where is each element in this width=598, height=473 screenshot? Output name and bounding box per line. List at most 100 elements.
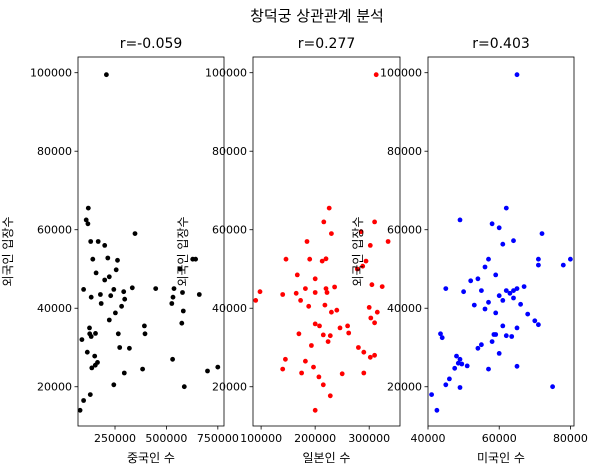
data-point: [205, 368, 210, 374]
data-point: [179, 320, 185, 326]
data-point: [196, 292, 202, 297]
data-point: [122, 296, 128, 302]
data-point: [327, 393, 333, 399]
x-tick-label: 300000: [348, 432, 390, 445]
data-point: [283, 356, 288, 362]
data-point: [385, 239, 391, 244]
data-point: [312, 321, 318, 327]
data-point: [329, 309, 334, 315]
y-tick-label: 100000: [380, 67, 422, 80]
data-point: [307, 256, 313, 262]
y-tick-label: 20000: [37, 381, 72, 394]
data-point: [327, 333, 333, 339]
data-point: [503, 288, 509, 293]
data-point: [181, 384, 187, 390]
y-tick-label: 40000: [212, 302, 247, 315]
data-point: [215, 364, 221, 370]
data-point: [461, 289, 466, 295]
data-point: [568, 256, 573, 262]
data-point: [85, 205, 91, 211]
data-point: [503, 205, 509, 211]
data-point: [303, 358, 308, 364]
data-point: [119, 303, 124, 309]
data-point: [493, 272, 499, 278]
y-tick-label: 80000: [212, 145, 247, 158]
data-point: [296, 331, 302, 337]
data-point: [464, 363, 470, 369]
axes-frame: [77, 56, 225, 427]
data-point: [95, 239, 101, 244]
data-point: [111, 382, 117, 388]
data-point: [500, 323, 506, 329]
data-point: [496, 225, 502, 231]
data-point: [306, 303, 312, 309]
data-point: [85, 221, 91, 227]
data-point: [170, 294, 176, 300]
data-point: [312, 276, 318, 282]
scatter-panel-1: r=-0.059 250000 500000 750000 20000 40000 6000…: [1, 36, 239, 465]
x-axis-label: 미국인 수: [477, 451, 525, 465]
x-tick-label: 200000: [294, 432, 336, 445]
data-point: [180, 290, 185, 295]
y-axis-label: 외국인 입장수: [176, 216, 190, 286]
data-point: [140, 366, 146, 372]
data-point: [536, 322, 541, 328]
panel-title: r=0.277: [298, 36, 356, 52]
y-tick-label: 100000: [205, 67, 247, 80]
data-point: [360, 263, 366, 269]
x-tick-label: 500000: [145, 432, 187, 445]
data-point: [78, 407, 83, 413]
data-point: [482, 306, 488, 312]
data-point: [81, 287, 86, 292]
data-point: [550, 384, 555, 390]
data-point: [532, 318, 538, 324]
data-point: [319, 258, 325, 264]
data-point: [326, 205, 332, 211]
x-tick-label: 40000: [411, 432, 446, 445]
y-tick-label: 80000: [387, 145, 422, 158]
data-point: [309, 343, 314, 348]
data-point: [121, 370, 127, 376]
data-point: [491, 332, 497, 337]
data-points: [78, 72, 221, 413]
data-point: [373, 72, 379, 78]
data-point: [372, 219, 377, 225]
y-tick-label: 60000: [387, 224, 422, 237]
data-point: [323, 286, 329, 291]
data-point: [452, 365, 458, 371]
data-point: [374, 309, 380, 315]
data-point: [111, 287, 117, 292]
data-point: [180, 308, 186, 314]
data-point: [106, 274, 112, 280]
data-point: [121, 289, 127, 295]
data-point: [511, 295, 516, 301]
data-point: [354, 266, 360, 272]
data-point: [312, 407, 318, 413]
data-point: [455, 360, 461, 366]
data-point: [93, 331, 98, 336]
data-point: [503, 333, 509, 339]
data-point: [438, 331, 443, 337]
data-point: [443, 286, 449, 291]
data-point: [514, 325, 520, 331]
data-point: [294, 272, 300, 278]
data-point: [514, 72, 520, 78]
x-tick-label: 80000: [553, 432, 588, 445]
data-point: [457, 356, 463, 362]
data-point: [346, 330, 352, 336]
data-point: [493, 310, 499, 316]
data-point: [372, 320, 377, 326]
data-point: [471, 302, 477, 308]
data-point: [367, 243, 373, 248]
x-tick-label: 250000: [94, 432, 136, 445]
data-point: [475, 345, 481, 351]
data-point: [457, 217, 463, 223]
axes-frame: [252, 56, 401, 427]
data-point: [293, 290, 299, 296]
data-point: [108, 293, 114, 299]
data-point: [81, 398, 86, 403]
data-point: [521, 284, 527, 289]
data-point: [339, 371, 345, 377]
data-point: [317, 323, 322, 329]
y-tick-label: 60000: [212, 224, 247, 237]
